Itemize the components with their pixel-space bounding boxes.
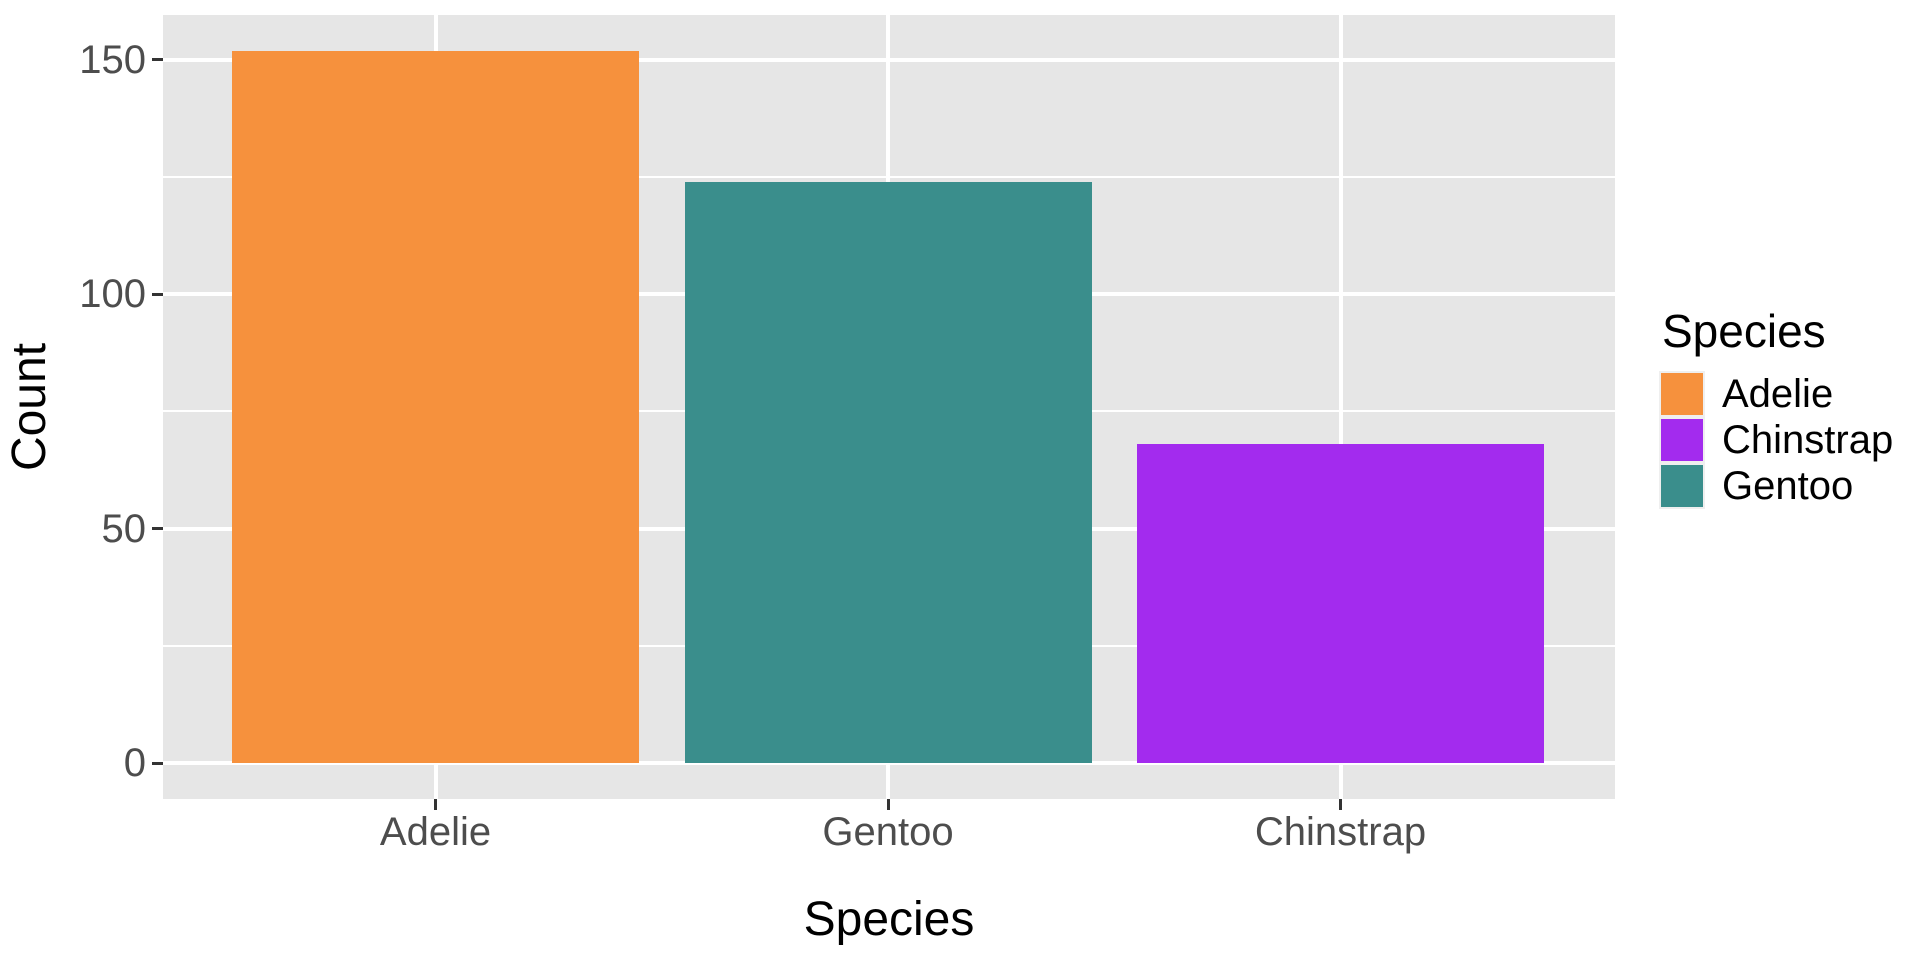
x-tick-chinstrap <box>1339 799 1342 810</box>
y-tick-label-150: 150 <box>79 37 146 82</box>
x-tick-gentoo <box>886 799 890 810</box>
bar-adelie <box>232 50 639 763</box>
y-tick-label-50: 50 <box>101 506 147 551</box>
x-tick-label-chinstrap: Chinstrap <box>1254 810 1427 854</box>
legend-swatch-chinstrap <box>1661 419 1703 461</box>
legend-item-adelie: Adelie <box>1659 371 1893 417</box>
legend-key-adelie <box>1659 371 1705 417</box>
x-tick-label-adelie: Adelie <box>379 810 492 854</box>
legend-swatch-adelie <box>1661 373 1703 415</box>
legend-label-chinstrap: Chinstrap <box>1722 418 1894 462</box>
bar-chinstrap <box>1137 444 1544 763</box>
x-tick-adelie <box>434 799 437 810</box>
legend-key-gentoo <box>1659 463 1705 509</box>
x-tick-label-gentoo: Gentoo <box>822 810 954 854</box>
legend-item-chinstrap: Chinstrap <box>1659 417 1893 463</box>
legend-label-gentoo: Gentoo <box>1722 464 1854 508</box>
y-tick-50 <box>152 527 163 531</box>
y-tick-label-0: 0 <box>123 741 146 785</box>
bar-gentoo <box>684 181 1092 763</box>
legend-item-gentoo: Gentoo <box>1659 463 1893 509</box>
y-tick-100 <box>152 292 163 296</box>
y-tick-0 <box>152 761 163 765</box>
y-tick-150 <box>152 58 163 62</box>
plot-panel <box>163 15 1615 799</box>
legend-label-adelie: Adelie <box>1722 372 1834 416</box>
legend-key-chinstrap <box>1659 417 1705 463</box>
gridline-major-x-chinstrap <box>1338 15 1343 799</box>
legend-items: Adelie Chinstrap Gentoo <box>1659 371 1893 509</box>
x-axis-title: Species <box>803 893 975 946</box>
legend-title: Species <box>1662 305 1826 357</box>
legend: Species Adelie Chinstrap Gentoo <box>1659 305 1893 509</box>
legend-swatch-gentoo <box>1661 465 1703 507</box>
y-tick-label-100: 100 <box>79 272 146 317</box>
